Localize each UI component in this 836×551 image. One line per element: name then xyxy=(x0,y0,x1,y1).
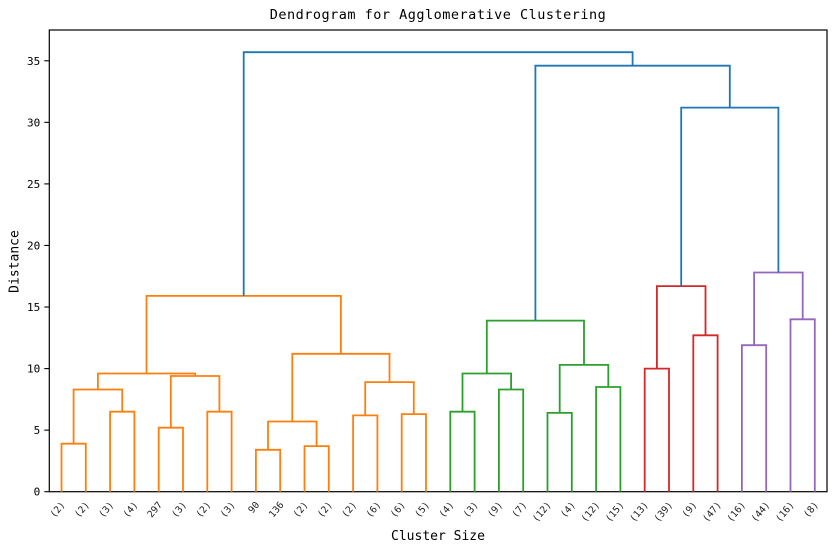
dendrogram-link-A3 xyxy=(72,388,124,444)
leaf-label-0: (2) xyxy=(48,500,67,520)
leaf-label-7: (3) xyxy=(218,500,237,520)
dendrogram-link-A1 xyxy=(60,442,87,492)
x-axis-label: Cluster Size xyxy=(391,529,485,544)
leaf-label-6: (2) xyxy=(194,500,213,520)
dendrogram-link-B1 xyxy=(680,106,780,287)
y-tick-label-15: 15 xyxy=(27,301,40,314)
leaf-label-15: (5) xyxy=(413,500,432,520)
leaf-label-30: (16) xyxy=(774,500,797,525)
dendrogram-link-G6 xyxy=(558,364,610,413)
leaf-label-22: (12) xyxy=(579,500,602,525)
leaf-label-9: 136 xyxy=(267,500,287,520)
y-tick-label-20: 20 xyxy=(27,239,40,252)
dendrogram-link-R2 xyxy=(692,334,719,492)
y-tick-label-0: 0 xyxy=(34,486,41,499)
y-tick-label-5: 5 xyxy=(34,424,41,437)
dendrogram-link-A12 xyxy=(400,413,427,492)
leaf-label-14: (6) xyxy=(389,500,408,520)
y-tick-label-10: 10 xyxy=(27,363,40,376)
dendrogram-link-A15 xyxy=(145,295,342,374)
leaf-label-8: 90 xyxy=(246,500,262,516)
dendrogram-link-P3 xyxy=(753,271,804,346)
dendrogram-link-G4 xyxy=(546,412,573,492)
leaf-label-1: (2) xyxy=(73,500,92,520)
leaf-label-23: (15) xyxy=(604,500,627,525)
leaf-label-24: (13) xyxy=(628,500,651,525)
leaf-label-4: 297 xyxy=(145,500,164,520)
leaf-label-11: (2) xyxy=(316,500,335,520)
dendrogram-link-G3 xyxy=(461,372,512,412)
dendrogram-link-A2 xyxy=(109,410,136,492)
dendrogram-link-A8 xyxy=(255,448,282,492)
dendrogram-link-G1 xyxy=(449,410,476,492)
y-tick-label-25: 25 xyxy=(27,178,40,191)
dendrogram-link-A11 xyxy=(352,414,379,492)
leaf-label-5: (3) xyxy=(170,500,189,520)
plot-border xyxy=(48,29,828,493)
dendrogram-link-A5 xyxy=(206,410,233,492)
y-tick-label-35: 35 xyxy=(27,55,40,68)
chart-title: Dendrogram for Agglomerative Clustering xyxy=(269,7,607,23)
y-axis-label: Distance xyxy=(7,230,23,293)
dendrogram-link-A14 xyxy=(291,352,391,422)
leaf-label-2: (3) xyxy=(97,500,116,520)
leaf-label-31: (8) xyxy=(802,500,821,520)
dendrogram-link-B3 xyxy=(242,51,634,296)
y-tick-label-30: 30 xyxy=(27,116,40,129)
dendrogram-link-A9 xyxy=(303,445,330,492)
leaf-label-27: (47) xyxy=(701,500,724,525)
leaf-label-26: (9) xyxy=(680,500,699,520)
leaf-label-19: (7) xyxy=(510,500,529,520)
dendrogram-link-A13 xyxy=(364,381,415,416)
dendrogram-link-G5 xyxy=(595,386,622,492)
leaf-label-12: (2) xyxy=(340,500,359,520)
dendrogram-link-P1 xyxy=(741,344,768,492)
leaf-label-21: (4) xyxy=(559,500,578,520)
dendrogram-link-R1 xyxy=(643,367,670,492)
dendrogram-link-A6 xyxy=(169,375,221,428)
leaf-label-28: (16) xyxy=(725,500,748,525)
leaf-label-16: (4) xyxy=(437,500,456,520)
dendrogram-link-G2 xyxy=(498,388,525,492)
dendrogram-link-P2 xyxy=(789,318,816,492)
leaf-label-25: (39) xyxy=(652,500,675,525)
leaf-label-18: (9) xyxy=(486,500,505,520)
leaf-label-29: (44) xyxy=(749,500,772,525)
leaf-label-3: (4) xyxy=(121,500,140,520)
leaf-label-13: (6) xyxy=(364,500,383,520)
dendrogram-link-A4 xyxy=(157,426,184,492)
dendrogram-link-B2 xyxy=(534,64,731,321)
leaf-label-20: (12) xyxy=(531,500,554,525)
leaf-label-17: (3) xyxy=(461,500,480,520)
leaf-label-10: (2) xyxy=(291,500,310,520)
dendrogram-link-R3 xyxy=(656,285,707,369)
